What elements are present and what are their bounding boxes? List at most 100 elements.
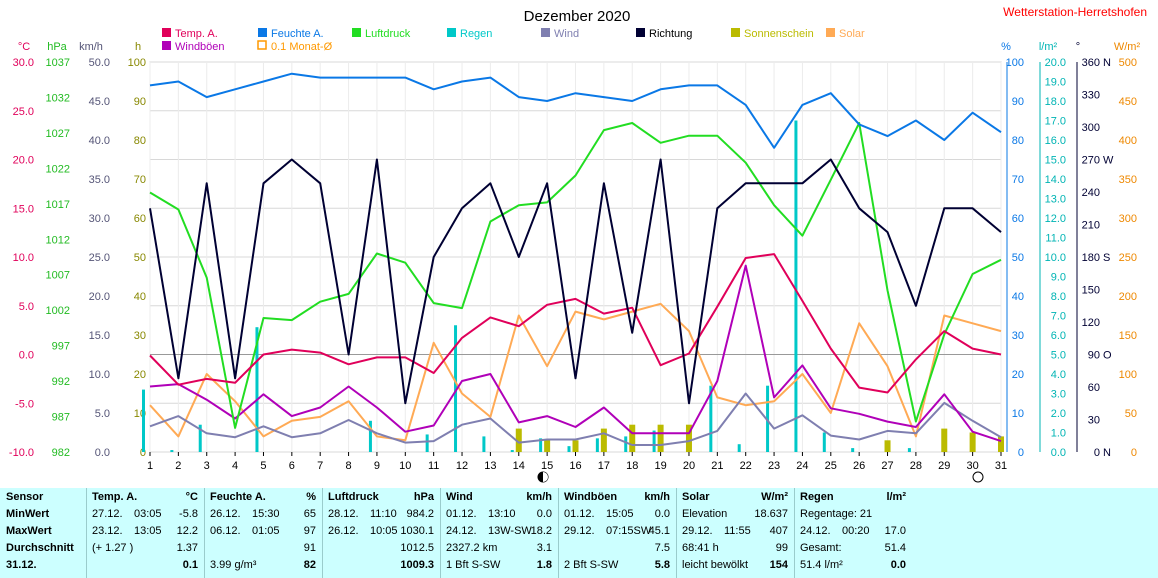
x-tick-label: 25: [825, 460, 837, 472]
tick-label-wm2: 100: [1119, 369, 1137, 381]
moon-phase-markers: [537, 471, 984, 483]
tick-label-lm2: 8.0: [1051, 291, 1066, 303]
tick-label-deg: 360: [1082, 57, 1100, 69]
cell-label: 26.12.: [210, 508, 241, 520]
cell-label: 2327.2 km: [446, 542, 498, 554]
bar-regen: [539, 438, 543, 452]
legend-swatch: [257, 40, 267, 50]
cell-value: 1012.5: [400, 542, 434, 554]
tick-label-wm2: 150: [1119, 330, 1137, 342]
tick-label-hpa: 1007: [46, 270, 70, 282]
legend-label: Richtung: [649, 28, 692, 40]
tick-label-kmh: 20.0: [89, 291, 110, 303]
chart-title: Dezember 2020: [524, 8, 631, 25]
column-unit: W/m²: [761, 491, 788, 503]
tick-label-deg: 90: [1088, 350, 1100, 362]
x-tick-label: 13: [484, 460, 496, 472]
tick-label-wm2: 350: [1119, 174, 1137, 186]
bar-regen: [737, 444, 741, 452]
legend-label: 0.1 Monat-Ø: [271, 41, 333, 53]
tick-label-pct: 20: [1012, 369, 1024, 381]
cell-label: 31.12.: [6, 559, 37, 571]
bar-sonnenschein: [969, 432, 976, 452]
tick-label-deg: 240: [1082, 187, 1100, 199]
column-unit: km/h: [526, 491, 552, 503]
column-separator: [558, 488, 559, 578]
x-tick-label: 10: [399, 460, 411, 472]
bar-regen: [766, 385, 770, 452]
column-separator: [322, 488, 323, 578]
tick-label-kmh: 35.0: [89, 174, 110, 186]
bar-sonnenschein: [941, 428, 948, 452]
weather-chart: Dezember 2020 Wetterstation-Herretshofen…: [8, 5, 1147, 483]
bar-regen: [822, 432, 826, 452]
column-unit: %: [306, 491, 316, 503]
tick-label-pct: 50: [1012, 252, 1024, 264]
legend-entry-monat: 0.1 Monat-Ø: [257, 40, 333, 53]
tick-label-deg: 150: [1082, 285, 1100, 297]
tick-label-pct: 0: [1018, 447, 1024, 459]
tick-label-kmh: 30.0: [89, 213, 110, 225]
tick-label-temp: -5.0: [15, 398, 34, 410]
tick-label-hpa: 992: [52, 376, 70, 388]
axis-unit-h: h: [135, 41, 141, 53]
cell-label: 01.12.: [446, 508, 477, 520]
cell-label: Regentage: 21: [800, 508, 873, 520]
series-line-temp: [149, 253, 1002, 394]
bar-regen: [652, 430, 656, 452]
legend-entry-wind: Wind: [541, 28, 579, 40]
cell-value: 3.1: [536, 542, 552, 554]
cell-value: 154: [769, 559, 788, 571]
cell-label: 23.12.: [92, 525, 123, 537]
compass-label: O: [1103, 350, 1112, 362]
tick-label-hpa: 1017: [46, 199, 70, 211]
tick-label-hpa: 1012: [46, 234, 70, 246]
x-tick-label: 9: [374, 460, 380, 472]
cell-time: 03:05: [134, 508, 162, 520]
cell-value: 7.5: [654, 542, 670, 554]
column-title: Wind: [446, 491, 473, 503]
tick-label-kmh: 50.0: [89, 57, 110, 69]
tick-label-deg: 120: [1082, 317, 1100, 329]
bar-regen: [368, 420, 372, 452]
cell-value: 12.2: [176, 525, 198, 537]
cell-value: 1009.3: [400, 559, 434, 571]
bar-regen: [482, 436, 486, 452]
moon-full-icon: [972, 471, 984, 483]
cell-value: 45.1: [648, 525, 670, 537]
tick-label-pct: 80: [1012, 135, 1024, 147]
column-unit: °C: [185, 491, 198, 503]
tick-label-lm2: 13.0: [1045, 194, 1066, 206]
legend-label: Windböen: [175, 41, 225, 53]
column-title: Sensor: [6, 491, 44, 503]
station-name: Wetterstation-Herretshofen: [1003, 5, 1147, 19]
column-unit: l/m²: [886, 491, 906, 503]
bar-regen: [142, 389, 145, 452]
bar-sonnenschein: [685, 424, 692, 452]
bar-regen: [454, 325, 458, 452]
compass-label: N: [1103, 447, 1111, 459]
cell-value: 82: [303, 559, 316, 571]
cell-value: 1.37: [176, 542, 198, 554]
legend-entry-temp: Temp. A.: [162, 28, 218, 40]
tick-label-wm2: 400: [1119, 135, 1137, 147]
x-tick-label: 7: [317, 460, 323, 472]
tick-label-lm2: 19.0: [1045, 77, 1066, 89]
legend-swatch: [541, 28, 550, 37]
cell-label: 2 Bft S-SW: [564, 559, 619, 571]
column-unit: km/h: [644, 491, 670, 503]
chart-grid: [149, 61, 1002, 453]
cell-time: 00:20: [842, 525, 870, 537]
tick-label-hpa: 987: [52, 412, 70, 424]
x-tick-label: 18: [626, 460, 638, 472]
column-separator: [794, 488, 795, 578]
legend-label: Feuchte A.: [271, 28, 324, 40]
tick-label-wm2: 300: [1119, 213, 1137, 225]
tick-label-hpa: 1022: [46, 163, 70, 175]
tick-label-lm2: 16.0: [1045, 135, 1066, 147]
cell-value: 65: [303, 508, 316, 520]
bar-regen: [709, 385, 713, 452]
tick-label-wm2: 450: [1119, 96, 1137, 108]
tick-label-h: 100: [128, 57, 146, 69]
column-title: Regen: [800, 491, 834, 503]
